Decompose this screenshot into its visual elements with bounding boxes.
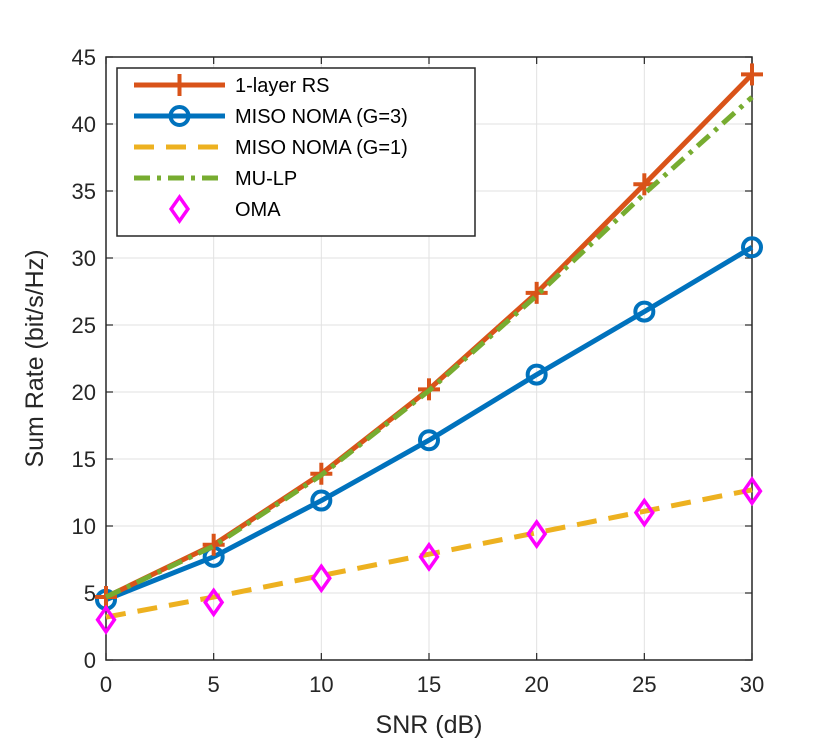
series-miso-noma-g-1-: [105, 487, 753, 620]
legend-box: [116, 67, 476, 237]
data-point: [95, 604, 117, 635]
x-tick-label: 20: [524, 672, 548, 697]
x-axis-label: SNR (dB): [376, 711, 483, 739]
series-line: [104, 95, 754, 600]
data-point: [526, 518, 548, 550]
x-tick-label: 15: [417, 672, 441, 697]
x-tick-label: 25: [632, 672, 656, 697]
data-point: [203, 587, 225, 618]
data-point: [525, 363, 548, 386]
legend-marker: [168, 105, 191, 127]
legend: 1-layer RS MISO NOMA (G=3) MISO NOMA (G=1)…: [116, 67, 476, 237]
series-line: [105, 245, 754, 603]
legend-entry: MISO NOMA (G=1): [134, 137, 408, 159]
series-mu-lp: [104, 95, 754, 600]
y-tick-label: 0: [84, 648, 96, 673]
data-point: [741, 63, 763, 86]
y-tick-label: 10: [72, 514, 96, 539]
legend-marker: [168, 193, 191, 225]
legend-label: MISO NOMA (G=1): [235, 137, 408, 159]
x-tick-label: 0: [100, 672, 112, 697]
legend-label: 1-layer RS: [235, 75, 329, 97]
data-point: [202, 533, 225, 556]
data-point: [741, 476, 763, 507]
data-point: [310, 489, 333, 512]
axes: 0 5 10 15 20 25 30 0 5 10 15 20 25 30 35 40 45: [72, 45, 765, 697]
x-tick-label: 5: [208, 672, 220, 697]
legend-entry: MISO NOMA (G=3): [134, 105, 408, 128]
data-point: [418, 429, 440, 452]
series-line: [105, 487, 753, 620]
y-axis-label: Sum Rate (bit/s/Hz): [21, 249, 49, 467]
data-point: [310, 563, 332, 594]
x-tick-label: 10: [309, 672, 333, 697]
y-tick-label: 45: [72, 45, 96, 70]
data-point: [633, 300, 656, 323]
y-tick-label: 5: [84, 581, 96, 606]
legend-entry: MU-LP: [134, 168, 297, 190]
plot-series: [95, 63, 763, 635]
legend-label: MU-LP: [235, 168, 297, 190]
data-point: [525, 281, 548, 304]
legend-label: OMA: [235, 199, 281, 221]
data-point: [418, 541, 440, 572]
legend-entry: OMA: [168, 193, 281, 225]
legend-marker: [168, 74, 191, 96]
data-point: [633, 497, 655, 528]
y-tick-label: 35: [72, 179, 96, 204]
series-miso-noma-g-3-: [95, 236, 763, 611]
legend-label: MISO NOMA (G=3): [235, 106, 408, 128]
series-oma: [95, 476, 763, 635]
y-tick-label: 15: [72, 447, 96, 472]
y-tick-label: 30: [72, 246, 96, 271]
y-tick-label: 40: [72, 112, 96, 137]
y-tick-label: 20: [72, 380, 96, 405]
y-tick-label: 25: [72, 313, 96, 338]
legend-entry: 1-layer RS: [134, 74, 329, 97]
x-tick-label: 30: [740, 672, 764, 697]
data-point: [741, 236, 763, 259]
